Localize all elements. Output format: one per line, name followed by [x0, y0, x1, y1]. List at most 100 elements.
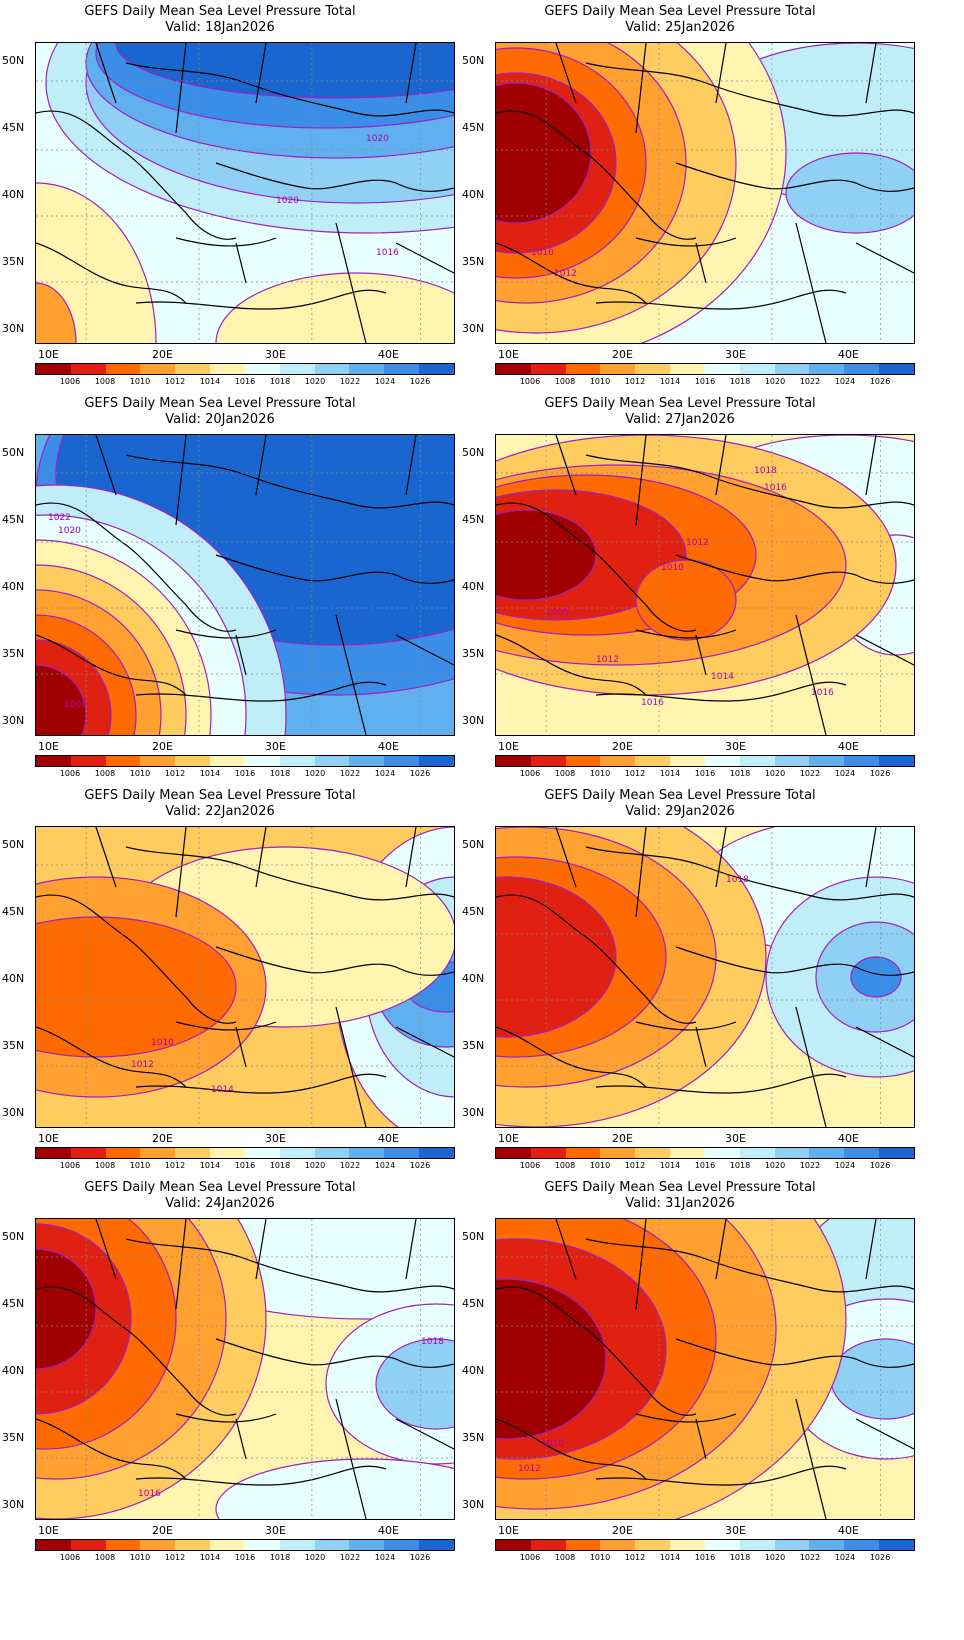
colorbar-swatch [384, 1540, 420, 1550]
map-panel: GEFS Daily Mean Sea Level Pressure Total… [460, 1180, 915, 1580]
pressure-contour [496, 1278, 607, 1440]
lat-label: 50N [2, 1230, 25, 1243]
contour-label: 1012 [554, 269, 577, 279]
pressure-contour [36, 282, 77, 343]
panel-valid-date: Valid: 22Jan2026 [165, 804, 275, 819]
colorbar-swatch [70, 756, 106, 766]
colorbar-swatch [635, 756, 671, 766]
colorbar-label: 1026 [869, 1553, 891, 1562]
lon-label: 40E [378, 740, 399, 753]
lon-label: 30E [725, 1132, 746, 1145]
pressure-contour [635, 559, 737, 641]
colorbar-label: 1022 [339, 769, 361, 778]
colorbar-swatch [36, 756, 71, 766]
colorbar-swatch [635, 364, 671, 374]
colorbar-swatch [105, 1148, 141, 1158]
map-canvas: 1010 1012 [496, 43, 914, 343]
colorbar-swatch [244, 1540, 280, 1550]
lat-label: 50N [462, 838, 485, 851]
lat-label: 30N [2, 322, 25, 335]
lat-label: 35N [462, 1431, 485, 1444]
colorbar-label: 1016 [694, 1161, 716, 1170]
map-panel: GEFS Daily Mean Sea Level Pressure Total… [0, 788, 455, 1188]
pressure-map: 1018 1016 1012 1010 1006 1012 1014 1016 1016 [495, 434, 915, 736]
colorbar-label: 1022 [339, 377, 361, 386]
lat-label: 45N [2, 121, 25, 134]
lat-label: 30N [462, 714, 485, 727]
map-canvas: 1018 1016 1012 1010 1006 1012 1014 1016 1016 [496, 435, 914, 735]
pressure-contour [496, 876, 617, 1038]
colorbar [35, 1539, 455, 1551]
colorbar [35, 1147, 455, 1159]
colorbar-swatch [844, 1540, 880, 1550]
colorbar-swatch [670, 756, 705, 766]
map-panel: GEFS Daily Mean Sea Level Pressure Total… [460, 4, 915, 404]
lon-label: 20E [152, 1132, 173, 1145]
colorbar-label: 1018 [729, 1161, 751, 1170]
colorbar-swatch [349, 364, 385, 374]
lat-label: 50N [462, 446, 485, 459]
colorbar-swatch [809, 364, 845, 374]
lat-label: 35N [462, 255, 485, 268]
colorbar-swatch [774, 756, 810, 766]
lon-label: 10E [38, 348, 59, 361]
colorbar-label: 1010 [589, 1553, 611, 1562]
lon-label: 40E [378, 1524, 399, 1537]
colorbar-swatch [704, 364, 740, 374]
contour-label: 1010 [151, 1038, 174, 1048]
colorbar-swatch [670, 364, 705, 374]
colorbar-swatch [419, 1540, 454, 1550]
panel-title: GEFS Daily Mean Sea Level Pressure Total [84, 4, 356, 19]
colorbar-swatch [635, 1540, 671, 1550]
colorbar-label: 1018 [729, 377, 751, 386]
map-canvas: 1010 1012 1014 [36, 827, 454, 1127]
colorbar-swatch [384, 756, 420, 766]
colorbar-label: 1008 [554, 1161, 576, 1170]
colorbar-swatch [530, 1540, 566, 1550]
lat-label: 45N [462, 905, 485, 918]
lon-label: 10E [38, 740, 59, 753]
colorbar-swatch [210, 1148, 245, 1158]
colorbar-label: 1014 [199, 1553, 221, 1562]
colorbar-label: 1008 [554, 377, 576, 386]
colorbar-swatch [279, 1148, 315, 1158]
panel-valid-date: Valid: 18Jan2026 [165, 20, 275, 35]
lon-label: 20E [612, 1524, 633, 1537]
lon-label: 20E [152, 1524, 173, 1537]
colorbar-swatch [279, 364, 315, 374]
colorbar-label: 1006 [519, 769, 541, 778]
contour-label: 1010 [541, 1439, 564, 1449]
colorbar-swatch [530, 364, 566, 374]
lat-label: 30N [462, 1106, 485, 1119]
colorbar-label: 1006 [59, 769, 81, 778]
colorbar-swatch [419, 756, 454, 766]
lat-label: 35N [2, 647, 25, 660]
lat-label: 45N [2, 513, 25, 526]
contour-label: 1016 [641, 698, 664, 708]
colorbar-swatch [565, 1148, 601, 1158]
lat-label: 40N [2, 972, 25, 985]
contour-label: 1016 [138, 1489, 161, 1499]
colorbar-swatch [565, 756, 601, 766]
colorbar-swatch [210, 756, 245, 766]
lon-label: 30E [725, 348, 746, 361]
lat-label: 30N [462, 322, 485, 335]
colorbar-label: 1010 [589, 1161, 611, 1170]
pressure-contour [785, 152, 914, 234]
colorbar-swatch [670, 1148, 705, 1158]
colorbar-swatch [879, 1148, 914, 1158]
pressure-map: 1018 1016 [35, 1218, 455, 1520]
coastline [36, 827, 454, 1127]
colorbar-label: 1006 [59, 377, 81, 386]
colorbar [495, 363, 915, 375]
colorbar-swatch [600, 1148, 636, 1158]
colorbar-label: 1012 [624, 377, 646, 386]
contour-label: 1016 [811, 688, 834, 698]
colorbar-label: 1020 [764, 769, 786, 778]
pressure-contour [850, 956, 902, 998]
pressure-contour [215, 1458, 454, 1519]
lat-label: 40N [2, 1364, 25, 1377]
colorbar-swatch [739, 364, 775, 374]
colorbar-label: 1008 [94, 1161, 116, 1170]
contour-label: 1012 [596, 655, 619, 665]
